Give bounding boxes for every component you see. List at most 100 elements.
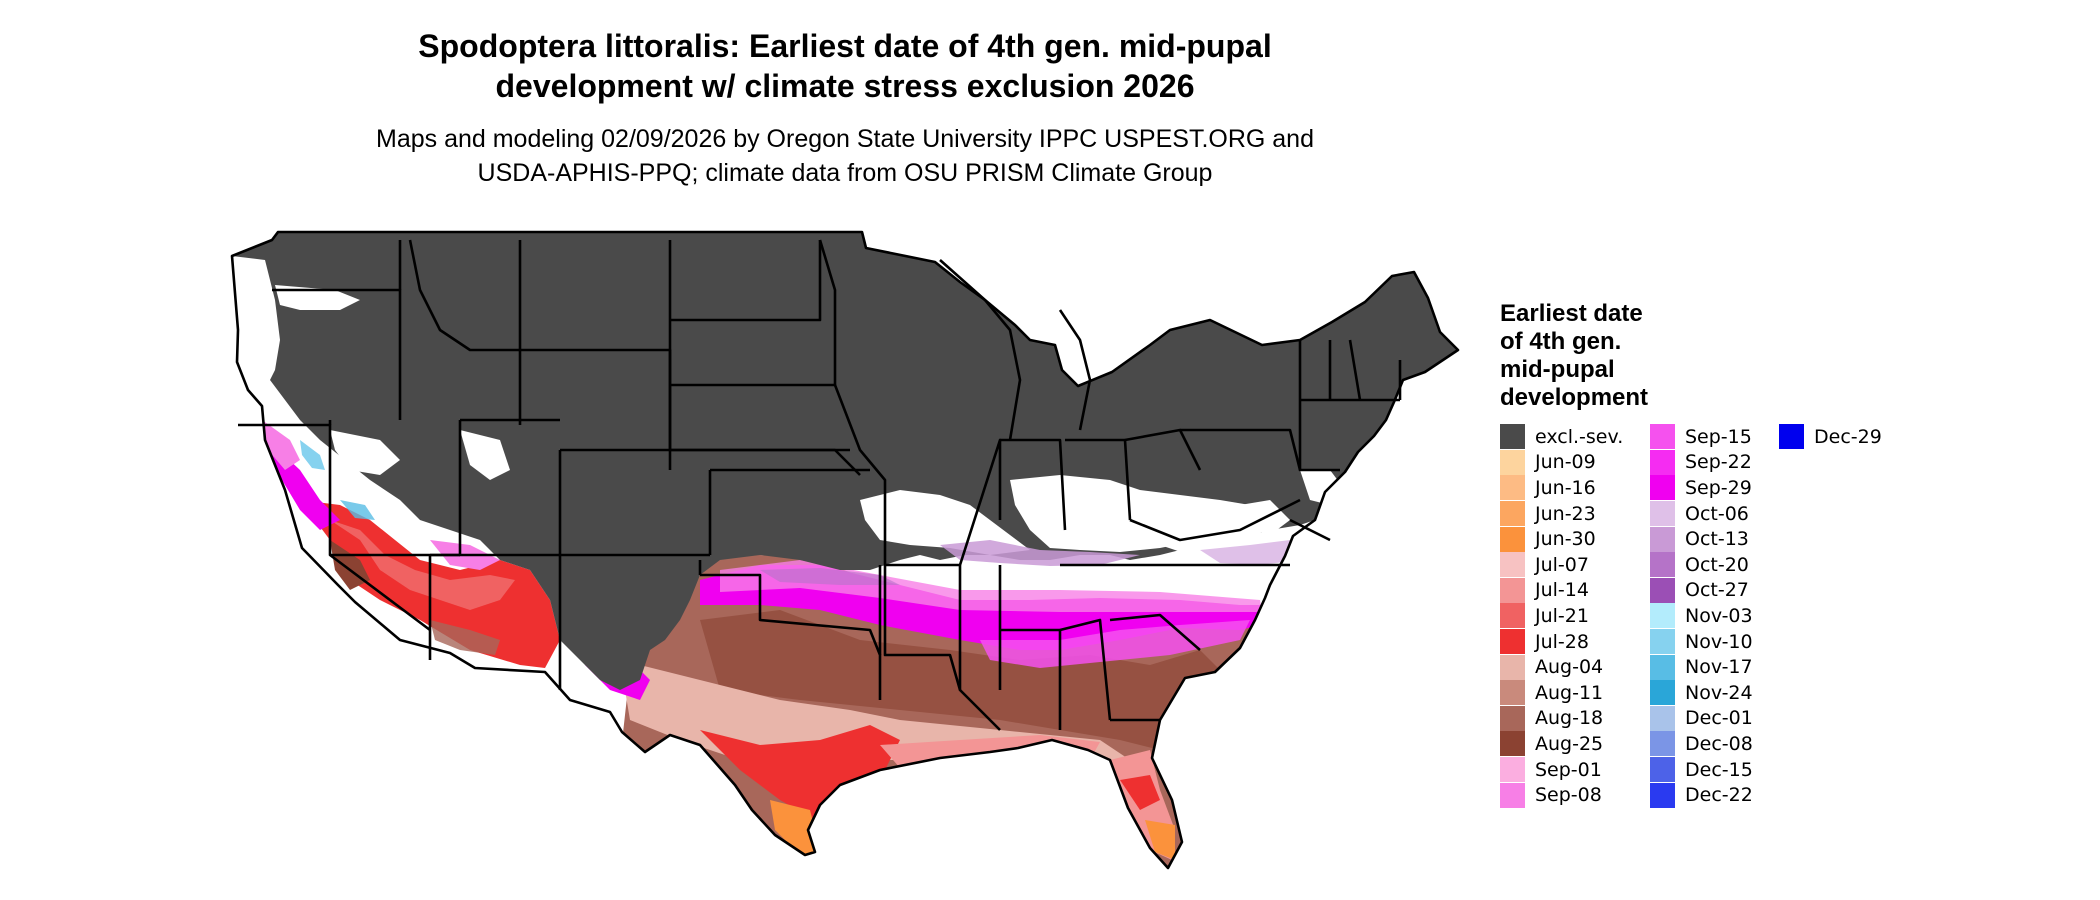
legend-swatch: [1500, 757, 1525, 783]
legend-label: Sep-15: [1685, 425, 1752, 448]
legend-label: Dec-08: [1685, 732, 1753, 755]
legend-item: Jun-23: [1500, 501, 1623, 527]
subtitle-line-1: Maps and modeling 02/09/2026 by Oregon S…: [376, 125, 1314, 153]
legend-item: Jul-21: [1500, 603, 1623, 629]
legend-swatch: [1779, 424, 1804, 450]
legend-swatch: [1650, 731, 1675, 757]
legend-label: Jun-16: [1535, 476, 1596, 499]
legend-item: Sep-22: [1650, 449, 1753, 476]
legend-item: Oct-27: [1650, 577, 1753, 604]
legend-item: Nov-10: [1650, 629, 1753, 655]
legend-item: Dec-01: [1650, 705, 1753, 732]
legend-item: Nov-03: [1650, 603, 1753, 629]
legend-swatch: [1650, 705, 1675, 731]
title-line-1: Spodoptera littoralis: Earliest date of …: [418, 28, 1272, 64]
legend-item: Jun-16: [1500, 475, 1623, 501]
legend-title-line: of 4th gen.: [1500, 328, 1622, 355]
legend-item: Nov-17: [1650, 654, 1753, 680]
legend-swatch: [1650, 475, 1675, 501]
legend-label: Jul-07: [1535, 553, 1589, 576]
legend-label: Aug-25: [1535, 732, 1604, 755]
legend-item: Dec-08: [1650, 731, 1753, 757]
legend-label: Aug-18: [1535, 707, 1604, 730]
legend-item: Aug-18: [1500, 705, 1623, 732]
legend-item: Jul-07: [1500, 552, 1623, 578]
legend-label: Aug-04: [1535, 656, 1604, 679]
legend-label: Jul-14: [1535, 579, 1589, 602]
legend-label: Jun-09: [1535, 451, 1596, 474]
legend-swatch: [1500, 629, 1525, 655]
legend-swatch: [1500, 552, 1525, 578]
state-borders: [230, 230, 1460, 870]
legend-title: Earliest date of 4th gen. mid-pupal deve…: [1500, 300, 1648, 412]
legend-label: Dec-01: [1685, 707, 1753, 730]
legend-item: Aug-11: [1500, 680, 1623, 706]
legend-title-line: Earliest date: [1500, 300, 1643, 327]
legend-swatch: [1500, 705, 1525, 731]
legend-swatch: [1650, 680, 1675, 706]
legend-label: Oct-13: [1685, 528, 1749, 551]
legend-swatch: [1500, 526, 1525, 552]
legend-label: Aug-11: [1535, 681, 1604, 704]
legend-item: Sep-15: [1650, 424, 1753, 450]
legend-swatch: [1500, 501, 1525, 527]
legend-title-line: development: [1500, 384, 1649, 411]
legend-label: Nov-03: [1685, 604, 1753, 627]
legend-swatch: [1650, 552, 1675, 578]
legend-swatch: [1650, 526, 1675, 552]
legend-label: Nov-10: [1685, 630, 1753, 653]
legend-label: Sep-08: [1535, 784, 1602, 807]
legend-swatch: [1650, 424, 1675, 450]
legend-swatch: [1650, 757, 1675, 783]
page-title: Spodoptera littoralis: Earliest date of …: [0, 26, 1690, 106]
legend-swatch: [1650, 654, 1675, 680]
legend-label: excl.-sev.: [1535, 425, 1624, 448]
legend-item: Oct-13: [1650, 526, 1753, 552]
legend-label: Oct-06: [1685, 502, 1749, 525]
legend-swatch: [1500, 603, 1525, 629]
legend-item: Jul-14: [1500, 577, 1623, 604]
legend-swatch: [1500, 782, 1525, 808]
us-map: [210, 220, 1470, 900]
legend-swatch: [1650, 449, 1675, 475]
legend-column: excl.-sev. Jun-09 Jun-16 Jun-23 Jun-30 Jul-07…: [1500, 424, 1623, 808]
legend-item: Sep-01: [1500, 757, 1623, 783]
legend-item: Jul-28: [1500, 629, 1623, 655]
legend-item: Aug-04: [1500, 654, 1623, 680]
legend-column: Dec-29: [1779, 424, 1882, 450]
legend-label: Dec-29: [1814, 425, 1882, 448]
legend-label: Jun-30: [1535, 528, 1596, 551]
legend-item: Sep-29: [1650, 475, 1753, 501]
legend-item: Aug-25: [1500, 731, 1623, 757]
title-line-2: development w/ climate stress exclusion …: [495, 68, 1195, 104]
legend-swatch: [1650, 603, 1675, 629]
legend-item: Oct-06: [1650, 501, 1753, 527]
legend-label: Sep-01: [1535, 758, 1602, 781]
legend-label: Sep-29: [1685, 476, 1752, 499]
page-subtitle: Maps and modeling 02/09/2026 by Oregon S…: [0, 122, 1690, 190]
legend-label: Jul-21: [1535, 604, 1589, 627]
legend-label: Nov-17: [1685, 656, 1753, 679]
legend-title-line: mid-pupal: [1500, 356, 1615, 383]
legend-swatch: [1500, 680, 1525, 706]
legend-item: Jun-30: [1500, 526, 1623, 552]
legend-swatch: [1650, 577, 1675, 603]
us-map-svg: [230, 230, 1460, 870]
legend-swatch: [1650, 501, 1675, 527]
legend-swatch: [1650, 629, 1675, 655]
legend-column: Sep-15 Sep-22 Sep-29 Oct-06 Oct-13 Oct-20 Oct-…: [1650, 424, 1753, 808]
legend-item: excl.-sev.: [1500, 424, 1623, 450]
legend-label: Jul-28: [1535, 630, 1589, 653]
legend-swatch: [1500, 449, 1525, 475]
legend-label: Dec-22: [1685, 784, 1753, 807]
subtitle-line-2: USDA-APHIS-PPQ; climate data from OSU PR…: [477, 159, 1213, 187]
legend-swatch: [1500, 424, 1525, 450]
legend-item: Jun-09: [1500, 449, 1623, 476]
legend-label: Nov-24: [1685, 681, 1753, 704]
legend-swatch: [1500, 577, 1525, 603]
legend-item: Dec-22: [1650, 782, 1753, 808]
legend-item: Oct-20: [1650, 552, 1753, 578]
legend-item: Sep-08: [1500, 782, 1623, 808]
legend-label: Sep-22: [1685, 451, 1752, 474]
legend-label: Oct-20: [1685, 553, 1749, 576]
